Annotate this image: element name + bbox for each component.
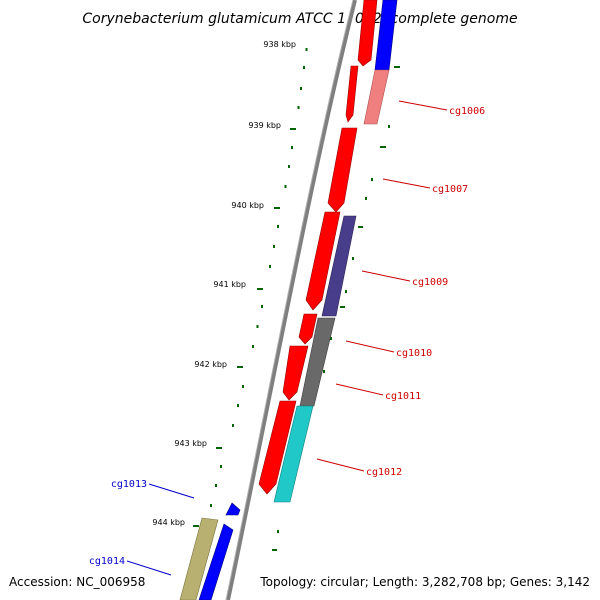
cg1009-feature[interactable] xyxy=(321,215,357,317)
map-title: Corynebacterium glutamicum ATCC 13032, c… xyxy=(82,11,517,27)
cg1011-feature[interactable] xyxy=(299,317,336,407)
gene-label-cg1006[interactable]: cg1006 xyxy=(449,106,485,117)
kbp-label: 939 kbp xyxy=(248,121,281,130)
cg1014-feature[interactable] xyxy=(179,517,219,600)
accession-text: Accession: NC_006958 xyxy=(9,575,145,589)
gene-label-cg1011[interactable]: cg1011 xyxy=(385,391,421,402)
kbp-label: 943 kbp xyxy=(174,439,207,448)
reverse-strand-features xyxy=(179,0,398,600)
gene-label-cg1009[interactable]: cg1009 xyxy=(412,277,448,288)
forward-strand-features xyxy=(258,0,378,495)
cds-forward-feature[interactable] xyxy=(345,65,359,123)
gene-label-cg1013[interactable]: cg1013 xyxy=(111,479,147,490)
kbp-label: 938 kbp xyxy=(263,40,296,49)
gene-label-cg1012[interactable]: cg1012 xyxy=(366,467,402,478)
cds-reverse-feature[interactable] xyxy=(198,523,234,600)
kbp-label: 941 kbp xyxy=(213,280,246,289)
cg1006-feature[interactable] xyxy=(363,69,390,125)
kbp-label: 944 kbp xyxy=(152,518,185,527)
cg1013-feature[interactable] xyxy=(225,502,241,516)
gene-label-cg1010[interactable]: cg1010 xyxy=(396,348,432,359)
cds-forward-feature[interactable] xyxy=(305,211,341,311)
backbone-arc xyxy=(226,0,357,600)
cds-forward-feature[interactable] xyxy=(357,0,378,67)
cds-forward-feature[interactable] xyxy=(298,313,318,345)
backbone-highlight xyxy=(225,0,354,600)
cds-forward-feature[interactable] xyxy=(258,400,297,495)
gene-label-lines xyxy=(126,100,448,576)
cds-forward-feature[interactable] xyxy=(327,127,358,213)
cds-forward-feature[interactable] xyxy=(282,345,309,401)
topology-text: Topology: circular; Length: 3,282,708 bp… xyxy=(259,575,590,589)
gene-label-cg1014[interactable]: cg1014 xyxy=(89,556,125,567)
kbp-label: 940 kbp xyxy=(231,201,264,210)
cg1012-feature[interactable] xyxy=(273,405,314,503)
kbp-label: 942 kbp xyxy=(194,360,227,369)
gene-label-cg1007[interactable]: cg1007 xyxy=(432,184,468,195)
